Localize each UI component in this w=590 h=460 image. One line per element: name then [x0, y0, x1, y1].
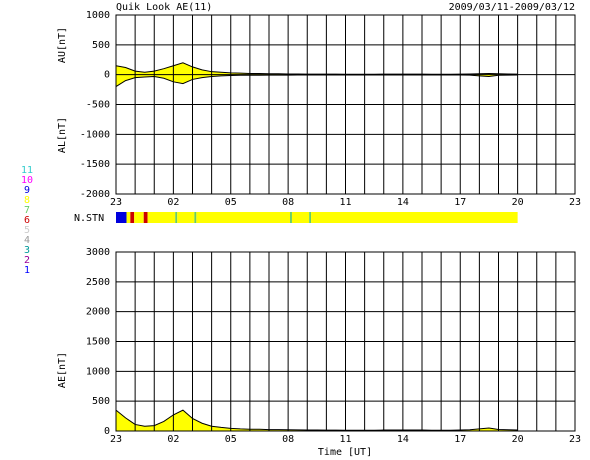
station-bar [309, 212, 312, 223]
legend-label: 11 [21, 165, 33, 176]
chart-subtitle: 2009/03/11-2009/03/12 [449, 2, 575, 13]
x-tick-label: 17 [454, 197, 466, 208]
y-tick-label: 0 [104, 426, 110, 437]
x-tick-label: 02 [167, 434, 179, 445]
y-tick-label: 500 [92, 396, 110, 407]
legend-label: 7 [24, 205, 30, 216]
y-axis-label: N.STN [74, 213, 104, 224]
area-fill [116, 62, 518, 75]
x-tick-label: 20 [512, 434, 524, 445]
y-tick-label: 2500 [86, 277, 110, 288]
x-tick-label: 23 [110, 434, 122, 445]
plot-frame [115, 251, 576, 432]
y-tick-label: 1500 [86, 337, 110, 348]
legend-label: 6 [24, 215, 30, 226]
station-bar [143, 212, 148, 223]
y-axis-label: AL[nT] [57, 117, 68, 153]
station-bar [130, 212, 135, 223]
station-bar [290, 212, 292, 223]
station-bar [177, 212, 195, 223]
x-tick-label: 14 [397, 197, 409, 208]
x-tick-label: 23 [110, 197, 122, 208]
x-tick-label: 17 [454, 434, 466, 445]
x-tick-label: 05 [225, 434, 237, 445]
y-tick-label: 2000 [86, 307, 110, 318]
y-tick-label: 3000 [86, 247, 110, 258]
legend-label: 1 [24, 265, 30, 276]
x-tick-label: 08 [282, 197, 294, 208]
y-axis-label: AU[nT] [57, 27, 68, 63]
x-tick-label: 23 [569, 434, 581, 445]
y-tick-label: -1000 [80, 129, 110, 140]
area-fill [116, 74, 518, 87]
y-tick-label: 500 [92, 40, 110, 51]
station-bar [116, 212, 127, 223]
x-tick-label: 11 [339, 434, 351, 445]
y-tick-label: -1500 [80, 159, 110, 170]
x-tick-label: 02 [167, 197, 179, 208]
station-bar [134, 212, 144, 223]
station-bar [126, 212, 131, 223]
station-bar [196, 212, 291, 223]
y-tick-label: 0 [104, 70, 110, 81]
y-axis-label: AE[nT] [57, 352, 68, 388]
x-tick-label: 20 [512, 197, 524, 208]
station-bar [311, 212, 518, 223]
area-line [115, 409, 518, 431]
plot-frame [115, 14, 576, 195]
x-axis-label: Time [UT] [318, 447, 372, 458]
legend-label: 2 [24, 255, 30, 266]
legend-label: 8 [24, 195, 30, 206]
x-tick-label: 11 [339, 197, 351, 208]
y-tick-label: 1000 [86, 10, 110, 21]
legend-label: 9 [24, 185, 30, 196]
station-bar [147, 212, 176, 223]
x-tick-label: 14 [397, 434, 409, 445]
y-tick-label: -500 [86, 100, 110, 111]
x-tick-label: 23 [569, 197, 581, 208]
y-tick-label: 1000 [86, 366, 110, 377]
station-bar [175, 212, 178, 223]
station-bar [291, 212, 310, 223]
y-tick-label: -2000 [80, 189, 110, 200]
legend-label: 3 [24, 245, 30, 256]
legend-label: 10 [21, 175, 33, 186]
station-bar [194, 212, 197, 223]
legend-label: 4 [24, 235, 30, 246]
legend-label: 5 [24, 225, 30, 236]
x-tick-label: 08 [282, 434, 294, 445]
x-tick-label: 05 [225, 197, 237, 208]
chart-title: Quik Look AE(11) [116, 2, 212, 13]
